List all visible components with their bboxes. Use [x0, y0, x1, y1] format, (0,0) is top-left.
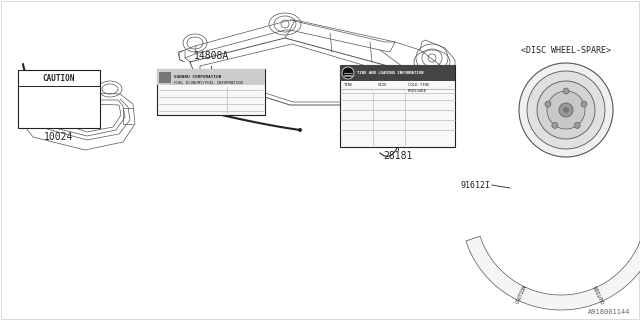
Circle shape [574, 122, 580, 128]
Text: TIRE: TIRE [344, 83, 353, 87]
Bar [159, 72, 171, 83]
Circle shape [547, 91, 585, 129]
Text: FUEL ECONOMY/FUEL INFORMATION: FUEL ECONOMY/FUEL INFORMATION [174, 81, 243, 85]
Circle shape [298, 128, 302, 132]
Circle shape [519, 63, 613, 157]
Bar [157, 69, 265, 115]
Bar [340, 65, 455, 81]
Circle shape [563, 88, 569, 94]
Text: CAUTION: CAUTION [515, 284, 529, 304]
Text: SUBARU CORPORATION: SUBARU CORPORATION [174, 75, 221, 79]
Text: TIRE AND LOADING INFORMATION: TIRE AND LOADING INFORMATION [357, 71, 424, 75]
Circle shape [559, 103, 573, 117]
Circle shape [563, 107, 569, 113]
Text: CAUTION: CAUTION [43, 74, 75, 83]
Bar [157, 69, 265, 85]
Text: 28181: 28181 [383, 151, 412, 161]
Text: SIZE: SIZE [378, 83, 387, 87]
Bar [18, 70, 100, 128]
Text: CAUTION: CAUTION [593, 284, 607, 304]
Text: 91612I: 91612I [460, 180, 490, 189]
Circle shape [545, 101, 551, 107]
Text: <DISC WHEEL-SPARE>: <DISC WHEEL-SPARE> [521, 46, 611, 55]
Circle shape [342, 67, 354, 79]
Bar [340, 65, 455, 147]
Polygon shape [466, 236, 640, 310]
Circle shape [552, 122, 558, 128]
Circle shape [527, 71, 605, 149]
Text: 10024: 10024 [44, 132, 74, 142]
Text: PRESSURE: PRESSURE [408, 89, 427, 93]
Text: COLD TIRE: COLD TIRE [408, 83, 429, 87]
Circle shape [581, 101, 587, 107]
Text: A918001144: A918001144 [588, 309, 630, 315]
Circle shape [537, 81, 595, 139]
Text: 14808A: 14808A [193, 51, 228, 61]
